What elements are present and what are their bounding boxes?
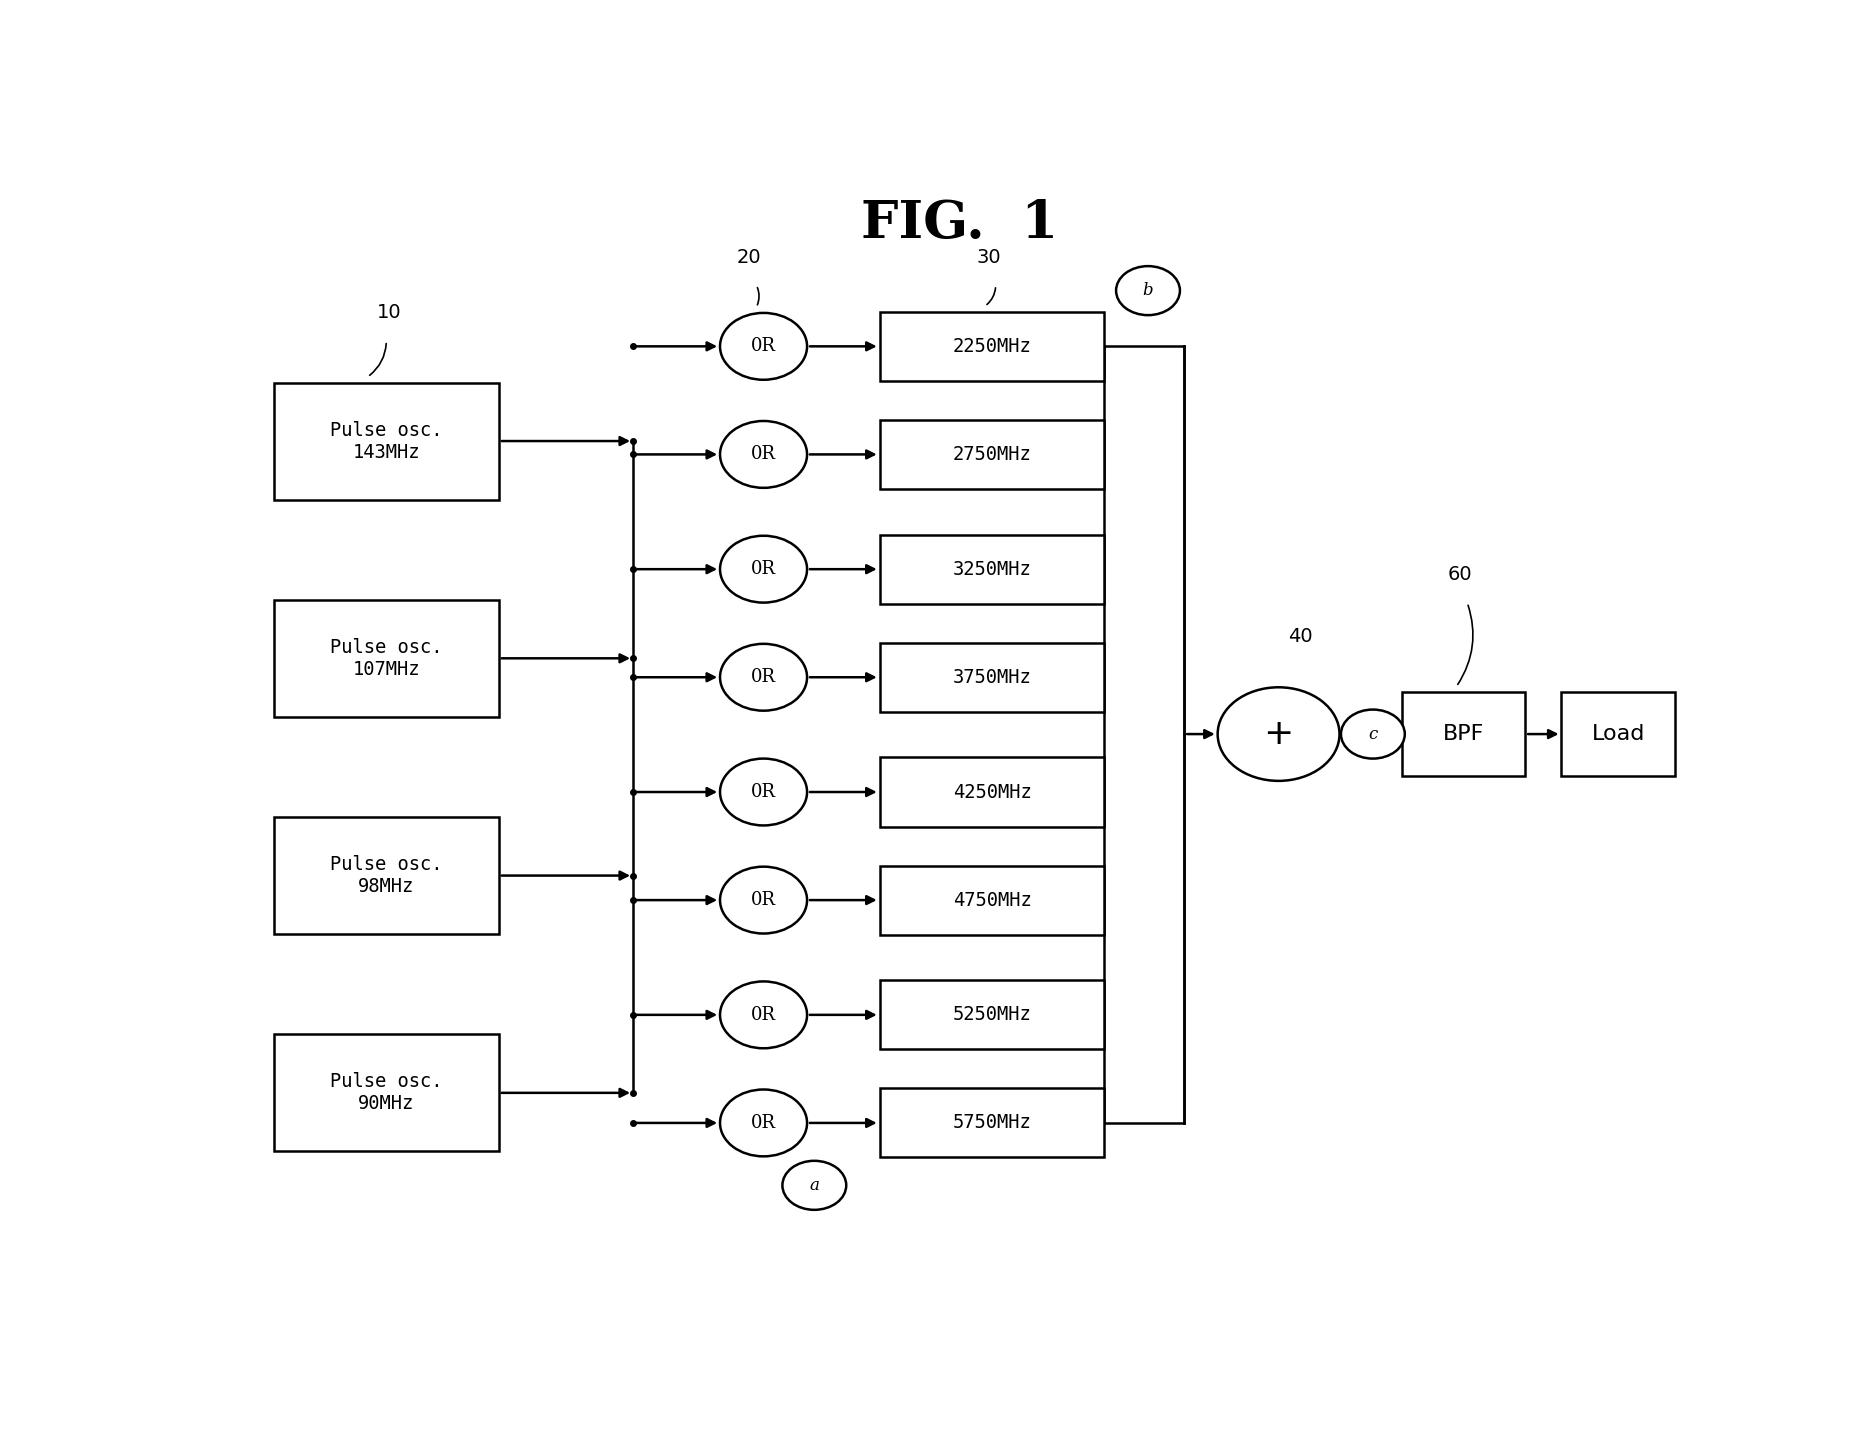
Circle shape [1217,687,1340,781]
Text: 5750MHz: 5750MHz [953,1113,1031,1133]
Text: 0R: 0R [751,337,777,356]
Circle shape [721,535,807,602]
Text: BPF: BPF [1443,724,1484,744]
Text: Pulse osc.
98MHz: Pulse osc. 98MHz [329,855,442,896]
Circle shape [721,313,807,379]
Text: Load: Load [1591,724,1645,744]
Circle shape [721,758,807,825]
Text: 0R: 0R [751,446,777,463]
Text: Pulse osc.
90MHz: Pulse osc. 90MHz [329,1072,442,1113]
Text: 0R: 0R [751,1006,777,1024]
FancyBboxPatch shape [273,1035,498,1152]
Text: 0R: 0R [751,560,777,579]
Text: 30: 30 [975,247,1002,266]
Text: 0R: 0R [751,1114,777,1132]
Text: 60: 60 [1447,566,1471,585]
Text: b: b [1142,282,1153,300]
Text: 40: 40 [1288,627,1312,645]
FancyBboxPatch shape [880,980,1104,1049]
Text: a: a [809,1176,820,1194]
FancyBboxPatch shape [273,601,498,716]
Text: 20: 20 [738,247,762,266]
Circle shape [782,1160,846,1210]
FancyBboxPatch shape [880,420,1104,489]
Text: 3750MHz: 3750MHz [953,667,1031,687]
Text: 2750MHz: 2750MHz [953,444,1031,464]
Text: +: + [1264,718,1294,751]
FancyBboxPatch shape [880,865,1104,935]
Circle shape [721,1090,807,1156]
Circle shape [1116,266,1179,315]
Text: Pulse osc.
107MHz: Pulse osc. 107MHz [329,638,442,679]
FancyBboxPatch shape [880,311,1104,381]
FancyBboxPatch shape [1402,692,1526,776]
FancyBboxPatch shape [880,642,1104,712]
Text: FIG.  1: FIG. 1 [861,198,1058,249]
Circle shape [1340,709,1404,758]
Circle shape [721,867,807,933]
Text: 3250MHz: 3250MHz [953,560,1031,579]
FancyBboxPatch shape [880,757,1104,826]
Text: 2250MHz: 2250MHz [953,337,1031,356]
Circle shape [721,644,807,710]
Text: 0R: 0R [751,783,777,802]
FancyBboxPatch shape [1561,692,1675,776]
Text: Pulse osc.
143MHz: Pulse osc. 143MHz [329,421,442,462]
FancyBboxPatch shape [880,534,1104,603]
Text: 0R: 0R [751,669,777,686]
FancyBboxPatch shape [273,382,498,499]
Circle shape [721,981,807,1048]
Text: 0R: 0R [751,891,777,909]
Text: c: c [1368,725,1378,742]
FancyBboxPatch shape [273,818,498,935]
Text: 4750MHz: 4750MHz [953,890,1031,910]
FancyBboxPatch shape [880,1088,1104,1158]
Text: 5250MHz: 5250MHz [953,1006,1031,1024]
Text: 10: 10 [376,304,402,323]
Circle shape [721,421,807,488]
Text: 4250MHz: 4250MHz [953,783,1031,802]
